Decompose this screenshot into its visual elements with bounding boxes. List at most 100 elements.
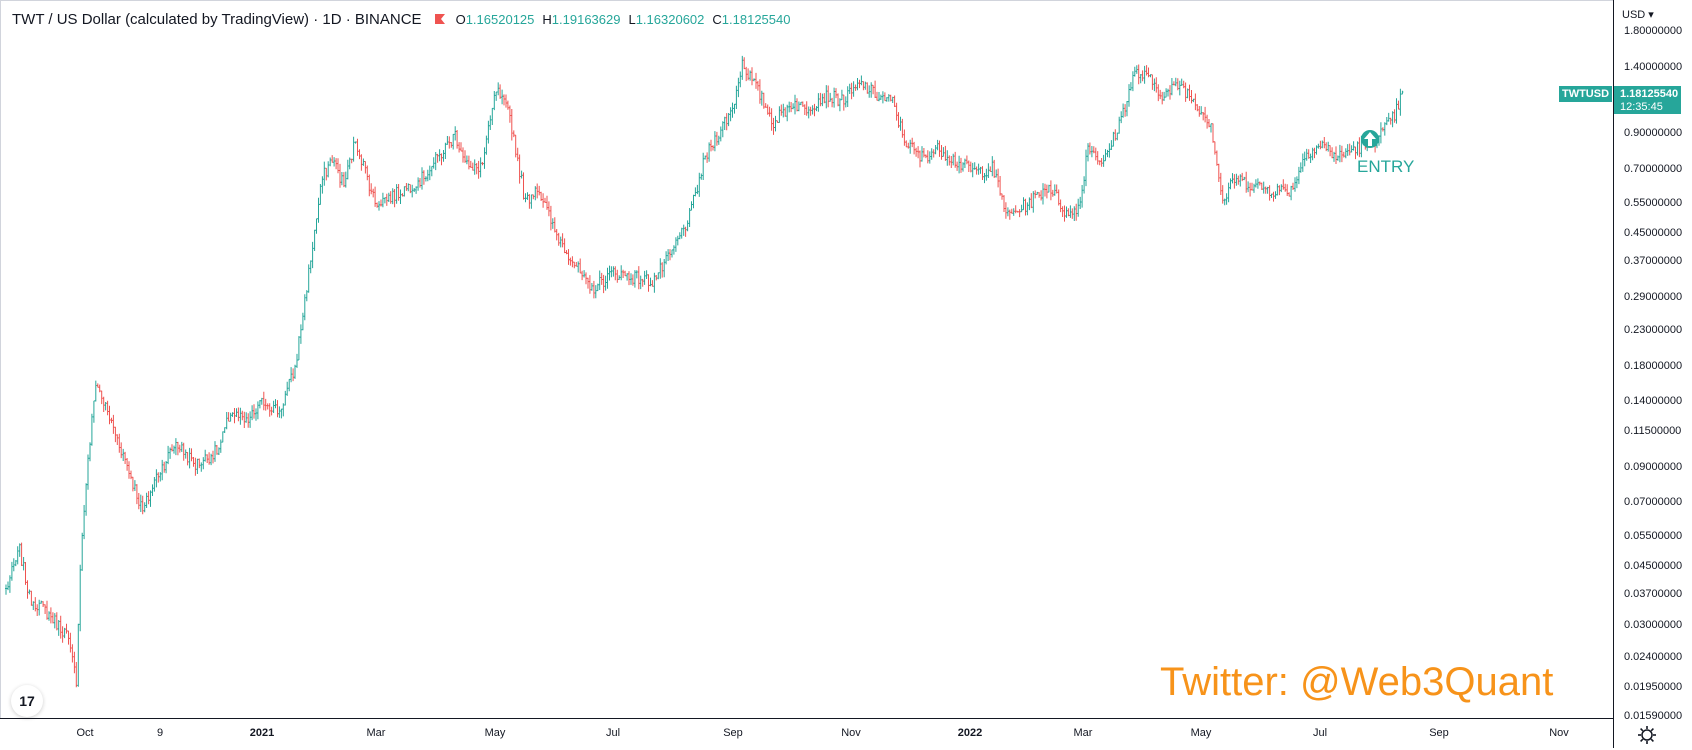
ohlc-bar	[770, 108, 773, 131]
ohlc-bar	[547, 201, 550, 217]
ohlc-bar	[237, 407, 240, 422]
ohlc-bar	[124, 451, 127, 464]
ohlc-bar	[1141, 70, 1144, 82]
ohlc-bar	[1092, 146, 1095, 154]
ohlc-bar	[413, 188, 416, 192]
ohlc-bar	[583, 270, 586, 278]
ohlc-bar	[639, 275, 642, 290]
ohlc-bar	[1151, 74, 1154, 90]
currency-select[interactable]: USD ▾	[1622, 8, 1654, 21]
ohlc-bar	[1352, 141, 1355, 151]
ohlc-bar	[229, 412, 232, 422]
ohlc-bar	[891, 96, 894, 103]
ohlc-bar	[1288, 192, 1291, 197]
ohlc-bar	[1190, 90, 1193, 104]
ohlc-bar	[823, 93, 826, 104]
ohlc-bar	[993, 159, 996, 178]
price-plot[interactable]	[0, 0, 1613, 718]
ohlc-bar	[712, 145, 714, 151]
ohlc-bar	[184, 449, 187, 459]
ohlc-bar	[313, 229, 316, 251]
ohlc-bar	[710, 139, 712, 152]
symbol-price-tag: TWTUSD	[1559, 86, 1612, 102]
ohlc-bar	[397, 184, 400, 201]
ohlc-bar	[165, 461, 168, 474]
ohlc-bar	[188, 447, 191, 469]
ohlc-bar	[999, 176, 1002, 196]
ohlc-bar	[1354, 146, 1357, 160]
ohlc-bar	[69, 632, 72, 653]
ohlc-bar	[946, 150, 949, 166]
ohlc-bar	[169, 447, 172, 459]
ohlc-bar	[1065, 206, 1068, 218]
ohlc-bar	[153, 477, 156, 492]
ohlc-bar	[858, 79, 861, 89]
ohlc-bar	[1249, 182, 1252, 197]
ohlc-bar	[200, 462, 203, 472]
ohlc-bar	[12, 558, 15, 572]
ohlc-bar	[1100, 158, 1103, 167]
ohlc-bar	[860, 75, 863, 86]
ohlc-bar	[1243, 176, 1246, 181]
ohlc-bar	[344, 171, 347, 188]
ohlc-bar	[333, 157, 336, 167]
ohlc-bar	[407, 183, 410, 192]
ohlc-bar	[727, 113, 730, 127]
ohlc-bar	[1331, 147, 1334, 159]
ohlc-bar	[448, 136, 451, 149]
ohlc-bar	[1040, 190, 1043, 201]
ohlc-bar	[1284, 183, 1287, 192]
price-axis-label: 0.11500000	[1624, 425, 1682, 437]
ohlc-bar	[1063, 205, 1066, 222]
ohlc-bar	[520, 170, 523, 179]
ohlc-bar	[546, 195, 548, 210]
tradingview-logo[interactable]: 17	[11, 685, 43, 717]
ohlc-bar	[1217, 163, 1220, 182]
ohlc-bar	[53, 613, 56, 629]
ohlc-bar	[282, 403, 285, 417]
ohlc-bar	[647, 274, 650, 292]
flag-icon[interactable]	[434, 13, 446, 25]
ohlc-bar	[913, 141, 916, 155]
ohlc-bar	[311, 241, 314, 269]
price-axis-label: 1.40000000	[1624, 61, 1683, 73]
ohlc-bar	[874, 80, 877, 98]
ohlc-bar	[1272, 191, 1275, 202]
ohlc-bar	[608, 265, 611, 281]
ohlc-bar	[1161, 91, 1164, 105]
time-axis[interactable]: Oct 9 2021 Mar May Jul Sep Nov 2022 Mar …	[0, 718, 1613, 749]
ohlc-bar	[1245, 171, 1248, 193]
gear-icon[interactable]	[1636, 724, 1658, 746]
price-axis[interactable]: 1.80000000 1.40000000 0.90000000 0.70000…	[1613, 0, 1691, 748]
ohlc-bar	[909, 139, 912, 154]
ohlc-bar	[1176, 78, 1179, 91]
price-axis-label: 0.18000000	[1624, 360, 1683, 372]
ohlc-bar	[274, 399, 277, 409]
ohlc-bar	[483, 147, 486, 169]
ohlc-bar	[690, 201, 693, 211]
ohlc-bar	[669, 249, 671, 261]
ohlc-bar	[645, 270, 648, 279]
ohlc-bar	[366, 165, 369, 181]
ohlc-bar	[90, 413, 93, 446]
ohlc-bar	[239, 407, 242, 425]
ohlc-bar	[1182, 80, 1185, 89]
ohlc-bar	[1196, 104, 1199, 112]
ohlc-bar	[1280, 184, 1283, 193]
ohlc-bar	[182, 442, 185, 461]
ohlc-bar	[1247, 181, 1250, 193]
ohlc-bar	[749, 70, 752, 81]
ohlc-bar	[1077, 198, 1080, 217]
symbol-title[interactable]: TWT / US Dollar (calculated by TradingVi…	[12, 10, 422, 28]
ohlc-bar	[145, 492, 148, 508]
ohlc-bar	[1399, 88, 1402, 116]
ohlc-bar	[391, 188, 394, 205]
ohlc-bar	[1028, 197, 1031, 211]
price-axis-label: 0.90000000	[1624, 127, 1683, 139]
ohlc-bar	[772, 117, 775, 135]
ohlc-bar	[110, 417, 113, 424]
ohlc-bar	[360, 154, 363, 171]
ohlc-bar	[485, 135, 488, 155]
time-axis-label: 2021	[249, 727, 275, 739]
ohlc-bar	[1145, 65, 1148, 76]
